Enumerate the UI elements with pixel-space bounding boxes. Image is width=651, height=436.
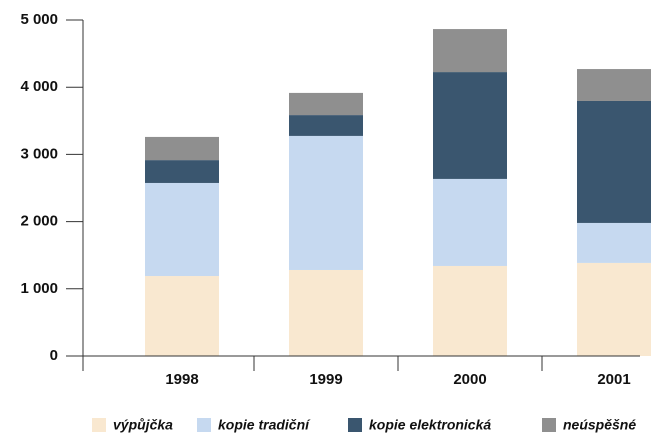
bar-segment bbox=[577, 262, 651, 356]
bar-segment bbox=[577, 69, 651, 101]
legend-swatch bbox=[92, 418, 106, 432]
bar-segment bbox=[289, 92, 363, 116]
bar-segment bbox=[145, 182, 219, 277]
x-tick-label: 2000 bbox=[453, 371, 486, 388]
y-tick-label: 4 000 bbox=[20, 78, 58, 95]
x-tick-label: 2001 bbox=[597, 371, 630, 388]
legend-swatch bbox=[197, 418, 211, 432]
bar-segment bbox=[577, 100, 651, 223]
y-tick-label: 5 000 bbox=[20, 11, 58, 28]
y-tick-label: 3 000 bbox=[20, 145, 58, 162]
bar-segment bbox=[433, 29, 507, 73]
y-tick-label: 0 bbox=[50, 347, 58, 364]
bar-segment bbox=[577, 222, 651, 263]
bar-segment bbox=[289, 135, 363, 270]
legend-label: výpůjčka bbox=[113, 417, 173, 433]
legend-swatch bbox=[542, 418, 556, 432]
legend-swatch bbox=[348, 418, 362, 432]
y-tick-label: 1 000 bbox=[20, 280, 58, 297]
bar-segment bbox=[433, 72, 507, 179]
x-tick-label: 1998 bbox=[165, 371, 198, 388]
legend-label: kopie elektronická bbox=[369, 417, 491, 433]
bar-segment bbox=[289, 269, 363, 356]
y-tick-label: 2 000 bbox=[20, 213, 58, 230]
bar-segment bbox=[433, 265, 507, 356]
bar-segment bbox=[145, 276, 219, 356]
bar-segment bbox=[289, 115, 363, 136]
bar-segment bbox=[145, 160, 219, 183]
legend-label: neúspěšné bbox=[563, 417, 636, 433]
bar-segment bbox=[145, 136, 219, 161]
bar-segment bbox=[433, 178, 507, 266]
legend-label: kopie tradiční bbox=[218, 417, 311, 433]
x-tick-label: 1999 bbox=[309, 371, 342, 388]
